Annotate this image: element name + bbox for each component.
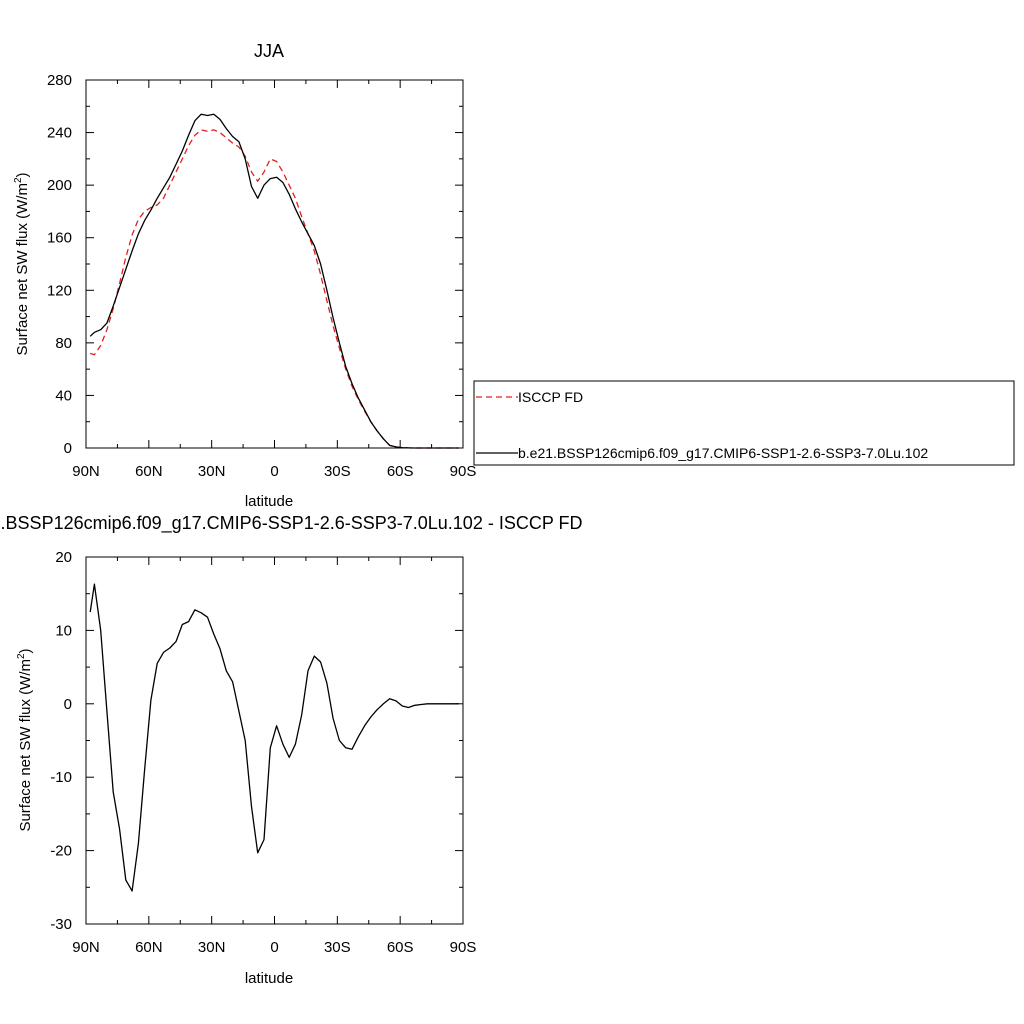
top-y-tick-label: 120 [47, 282, 72, 299]
top-x-tick-label: 30S [324, 463, 351, 480]
bottom-y-axis-title-end: ) [17, 648, 34, 653]
top-series-group [89, 113, 459, 449]
top-x-tick-label: 60N [135, 463, 163, 480]
top-plot-frame [85, 79, 464, 449]
bottom-y-tick-label: 20 [55, 549, 72, 566]
legend-box [473, 380, 1015, 466]
bottom-plot-frame [85, 556, 464, 925]
top-x-axis-title: latitude [245, 493, 293, 510]
bottom-x-tick-label: 90N [72, 939, 100, 956]
bottom-y-axis-title: Surface net SW flux (W/m2) [16, 648, 34, 831]
top-y-axis-title: Surface net SW flux (W/m2) [13, 172, 31, 355]
bottom-panel: b.e21.BSSP126cmip6.f09_g17.CMIP6-SSP1-2.… [0, 513, 583, 987]
top-y-tick-label: 160 [47, 230, 72, 247]
top-chart-title: JJA [254, 41, 284, 61]
top-y-tick-label: 80 [55, 335, 72, 352]
top-y-axis-title-end: ) [14, 172, 31, 177]
top-y-axis-title-main: Surface net SW flux (W/m [14, 183, 31, 356]
top-x-tick-label: 90N [72, 463, 100, 480]
top-panel: JJA 90N 60N 30N 0 30S 60S 90S 0 40 80 120 160 200 240… [13, 41, 1015, 510]
bottom-series-line-0 [89, 583, 459, 892]
top-y-axis-title-sup: 2 [13, 177, 24, 183]
top-y-tick-label: 280 [47, 72, 72, 89]
bottom-y-tick-label: -20 [50, 843, 72, 860]
legend-label-isccp: ISCCP FD [518, 389, 583, 405]
top-x-tick-label: 60S [387, 463, 414, 480]
bottom-x-axis-title: latitude [245, 970, 293, 987]
bottom-x-tick-label: 90S [450, 939, 477, 956]
bottom-y-axis-title-sup: 2 [16, 653, 27, 659]
top-y-tick-label: 240 [47, 125, 72, 142]
top-y-tick-label: 40 [55, 387, 72, 404]
top-axis-ticks: 90N 60N 30N 0 30S 60S 90S 0 40 80 120 160 200 240 280 [47, 72, 476, 480]
bottom-y-axis-title-main: Surface net SW flux (W/m [17, 659, 34, 832]
bottom-y-tick-label: 10 [55, 622, 72, 639]
bottom-x-tick-label: 60N [135, 939, 163, 956]
bottom-x-tick-label: 30S [324, 939, 351, 956]
bottom-series-group [89, 583, 459, 892]
top-y-tick-label: 0 [64, 440, 72, 457]
top-legend: ISCCP FD b.e21.BSSP126cmip6.f09_g17.CMIP… [473, 380, 1015, 466]
legend-label-model: b.e21.BSSP126cmip6.f09_g17.CMIP6-SSP1-2.… [518, 445, 928, 461]
bottom-y-tick-label: -30 [50, 916, 72, 933]
top-y-tick-label: 200 [47, 177, 72, 194]
top-x-tick-label: 90S [450, 463, 477, 480]
top-series-line-1 [89, 113, 459, 449]
bottom-axis-ticks: 90N 60N 30N 0 30S 60S 90S -30 -20 -10 0 10 20 [50, 549, 476, 956]
bottom-y-tick-label: -10 [50, 769, 72, 786]
bottom-chart-title: b.e21.BSSP126cmip6.f09_g17.CMIP6-SSP1-2.… [0, 513, 583, 534]
top-x-tick-label: 0 [270, 463, 278, 480]
bottom-x-tick-label: 30N [198, 939, 226, 956]
bottom-y-tick-label: 0 [64, 696, 72, 713]
top-x-tick-label: 30N [198, 463, 226, 480]
bottom-x-tick-label: 60S [387, 939, 414, 956]
bottom-x-tick-label: 0 [270, 939, 278, 956]
